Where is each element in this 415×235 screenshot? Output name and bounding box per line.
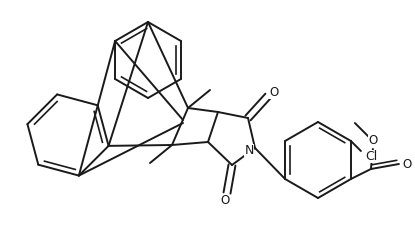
Text: Cl: Cl	[365, 149, 377, 162]
Text: N: N	[244, 144, 254, 157]
Text: O: O	[269, 86, 278, 98]
Text: O: O	[402, 157, 412, 171]
Text: O: O	[220, 195, 229, 208]
Text: O: O	[368, 134, 378, 148]
